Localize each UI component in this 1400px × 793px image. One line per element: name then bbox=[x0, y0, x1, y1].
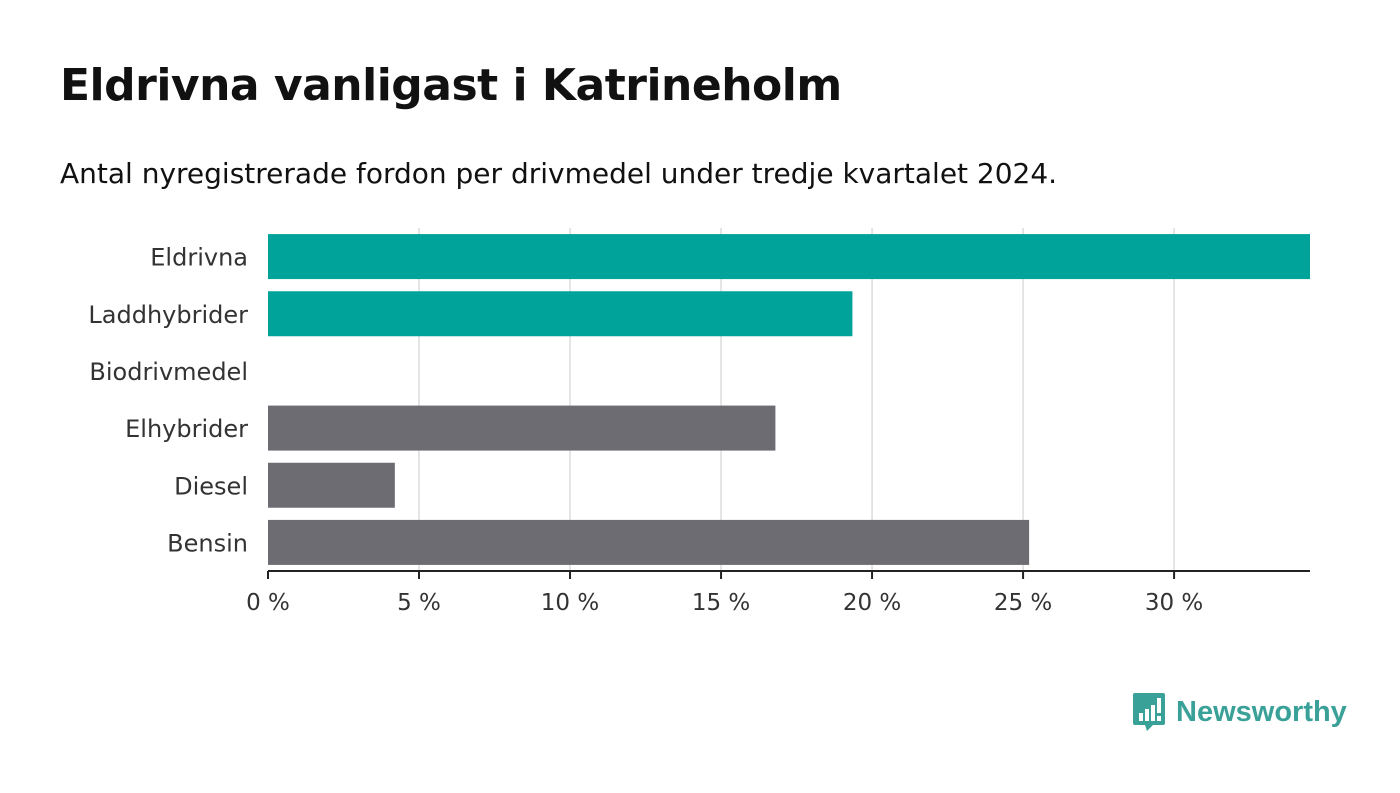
x-tick-label: 0 % bbox=[246, 590, 290, 616]
x-tick-label: 10 % bbox=[541, 590, 599, 616]
category-label: Eldrivna bbox=[150, 244, 248, 272]
bar-diesel bbox=[268, 462, 395, 508]
x-tick-label: 25 % bbox=[994, 590, 1052, 616]
bar-eldrivna bbox=[268, 234, 1310, 280]
chart-title: Eldrivna vanligast i Katrineholm bbox=[60, 60, 842, 111]
x-tick-label: 20 % bbox=[843, 590, 901, 616]
category-label: Diesel bbox=[174, 472, 248, 500]
x-tick-label: 15 % bbox=[692, 590, 750, 616]
category-label: Bensin bbox=[167, 529, 248, 557]
bar-laddhybrider bbox=[268, 291, 853, 337]
chart-subtitle: Antal nyregistrerade fordon per drivmede… bbox=[60, 157, 1058, 190]
category-label: Biodrivmedel bbox=[89, 358, 248, 386]
newsworthy-logo: Newsworthy bbox=[1132, 692, 1347, 732]
x-tick-label: 30 % bbox=[1145, 590, 1203, 616]
category-label: Laddhybrider bbox=[88, 301, 248, 329]
category-label: Elhybrider bbox=[125, 415, 248, 443]
brand-name: Newsworthy bbox=[1176, 695, 1347, 728]
bar-bensin bbox=[268, 519, 1030, 565]
bar-elhybrider bbox=[268, 405, 776, 451]
bar-chart-speech-bubble-icon bbox=[1133, 693, 1165, 731]
x-tick-label: 5 % bbox=[397, 590, 441, 616]
